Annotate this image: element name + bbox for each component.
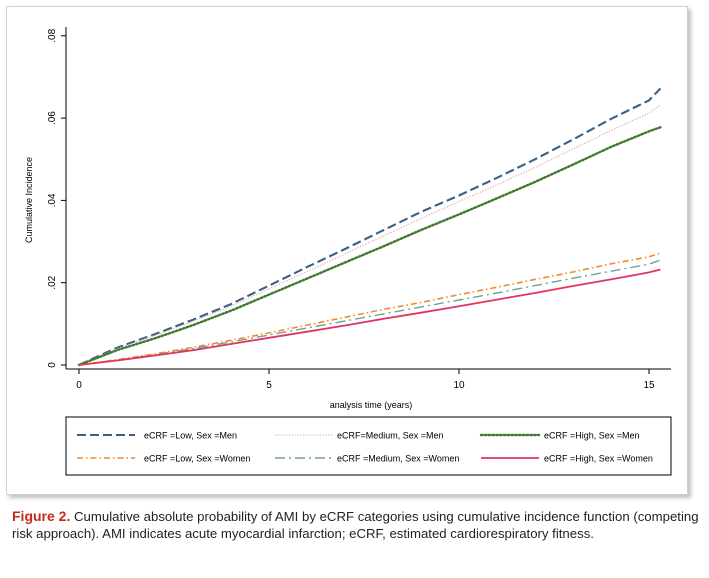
- series-line-1: [78, 87, 662, 366]
- series-line-4: [78, 252, 661, 366]
- figure-caption: Figure 2. Cumulative absolute probabilit…: [12, 508, 702, 542]
- y-tick-label: .02: [47, 275, 58, 289]
- legend-box: [65, 416, 672, 476]
- x-axis-title: analysis time (years): [330, 400, 413, 410]
- y-tick-label: .08: [47, 28, 58, 42]
- x-tick-label: 10: [453, 380, 465, 391]
- y-tick-label: 0: [47, 362, 58, 368]
- legend-label-1: eCRF =Low, Sex =Men: [144, 431, 237, 441]
- x-tick-label: 15: [643, 380, 655, 391]
- caption-label: Figure 2.: [12, 508, 71, 524]
- figure-frame: 0 .02 .04 .06 .08 Cumulative Incidence 0 5 10 15 a…: [6, 6, 688, 495]
- legend-label-2: eCRF=Medium, Sex =Men: [337, 431, 444, 441]
- series-line-5: [78, 259, 661, 366]
- series-line-6: [78, 268, 661, 366]
- x-tick-label: 5: [266, 380, 272, 391]
- caption-text: Cumulative absolute probability of AMI b…: [12, 509, 699, 541]
- legend-label-6: eCRF =High, Sex =Women: [544, 454, 653, 464]
- y-axis-title: Cumulative Incidence: [24, 157, 34, 243]
- legend-label-4: eCRF =Low, Sex =Women: [144, 454, 250, 464]
- y-tick-label: .06: [47, 111, 58, 125]
- series-line-3: [77, 126, 662, 367]
- x-tick-label: 0: [76, 380, 82, 391]
- legend-label-3: eCRF =High, Sex =Men: [544, 431, 640, 441]
- series-line-2: [78, 104, 661, 366]
- chart: 0 .02 .04 .06 .08 Cumulative Incidence 0 5 10 15 a…: [24, 27, 672, 476]
- y-tick-label: .04: [47, 193, 58, 207]
- legend-label-5: eCRF =Medium, Sex =Women: [337, 454, 459, 464]
